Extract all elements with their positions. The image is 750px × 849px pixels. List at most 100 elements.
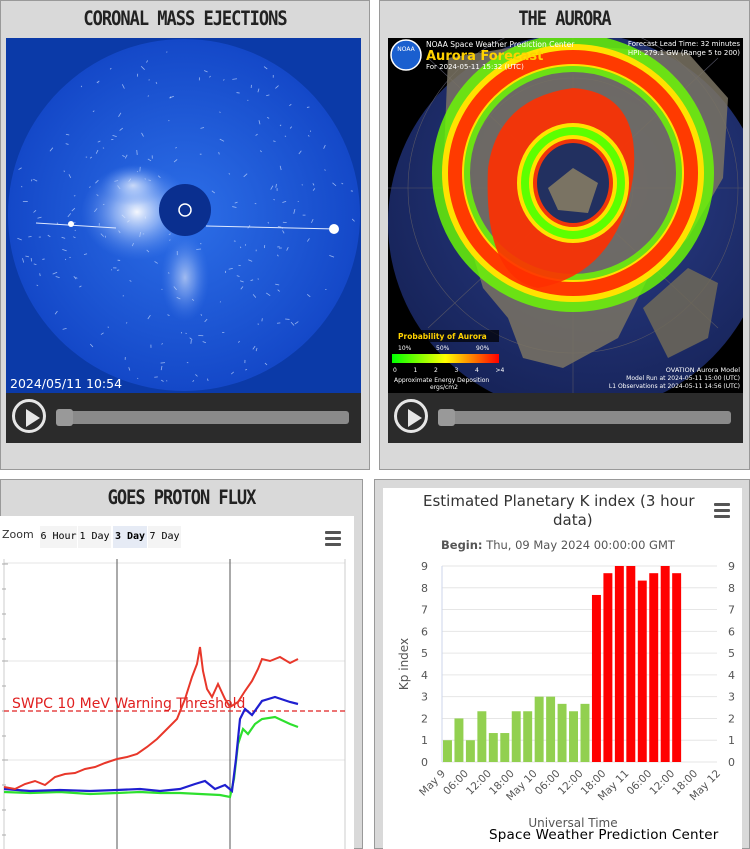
kp-xtick-label: 12:00 [464, 768, 494, 798]
cme-title: CORONAL MASS EJECTIONS [83, 7, 287, 31]
aurora-timeline-slider[interactable] [438, 409, 731, 426]
kp-ytick-left: 2 [421, 712, 428, 725]
kp-ytick-right: 5 [728, 647, 735, 660]
kp-ytick-right: 6 [728, 625, 735, 638]
legend-tick-label: >4 [496, 367, 505, 374]
kp-ytick-left: 7 [421, 604, 428, 617]
hpi-text: HPI: 279.1 GW (Range 5 to 200) [628, 49, 740, 57]
kp-bar [534, 696, 544, 762]
kp-bar [637, 580, 647, 762]
cme-play-icon[interactable] [12, 399, 46, 433]
noaa-logo [390, 39, 422, 71]
goes-plot: SWPC 10 MeV Warning Threshold [2, 559, 346, 849]
flux-red-line [3, 646, 299, 791]
kp-ytick-left: 4 [421, 669, 428, 682]
kp-bar [614, 566, 624, 762]
kp-ytick-left: 3 [421, 691, 428, 704]
kp-begin-value: Thu, 09 May 2024 00:00:00 GMT [486, 538, 675, 552]
zoom-7-day[interactable]: 7 Day [148, 526, 181, 548]
kp-bar [672, 573, 682, 762]
kp-title-line2: data) [553, 511, 593, 529]
cme-controls [6, 393, 361, 443]
aurora-play-icon[interactable] [394, 399, 428, 433]
kp-ytick-left: 6 [421, 625, 428, 638]
kp-xtick-label: 12:00 [647, 768, 677, 798]
aurora-panel: THE AURORA [379, 0, 750, 470]
kp-bar [603, 573, 613, 762]
kp-ytick-left: 1 [421, 734, 428, 747]
legend-title: Probability of Aurora [398, 332, 487, 341]
kp-xtick-label: 06:00 [441, 768, 471, 798]
legend-tick-label: 3 [455, 367, 459, 374]
kp-xtick-label: May 9 [417, 768, 448, 799]
legend-ticks: 0 1 2 3 4 >4 [393, 367, 505, 374]
kp-ytick-left: 8 [421, 582, 428, 595]
kp-menu-icon[interactable] [714, 503, 730, 521]
aurora-title: THE AURORA [518, 7, 611, 31]
noaa-logo-text: NOAA [397, 46, 415, 53]
cme-slider-thumb[interactable] [56, 409, 73, 426]
kp-ytick-right: 9 [728, 560, 735, 573]
kp-chart-container: Estimated Planetary K index (3 hour data… [383, 488, 742, 849]
goes-menu-icon[interactable] [325, 531, 341, 549]
agency-text: NOAA Space Weather Prediction Center [426, 40, 575, 49]
aurora-slider-thumb[interactable] [438, 409, 455, 426]
kp-ytick-left: 5 [421, 647, 428, 660]
kp-credit: Space Weather Prediction Center [489, 827, 719, 843]
energy-unit: ergs/cm2 [430, 384, 458, 391]
kp-begin-label: Begin: [441, 538, 483, 552]
kp-ytick-right: 2 [728, 712, 735, 725]
kp-bar [465, 740, 475, 762]
forecast-title: Aurora Forecast [426, 49, 543, 64]
kp-xlabel: Universal Time [528, 816, 617, 830]
energy-label: Approximate Energy Deposition [394, 377, 489, 384]
flux-blue-line [3, 695, 299, 794]
kp-ytick-right: 7 [728, 604, 735, 617]
kp-bar [546, 696, 556, 762]
kp-ytick-right: 0 [728, 756, 735, 769]
kp-bar [477, 711, 487, 762]
kp-bar [557, 703, 567, 762]
kp-bar [443, 740, 452, 762]
zoom-3-day[interactable]: 3 Day [113, 526, 147, 548]
cme-panel: CORONAL MASS EJECTIONS [0, 0, 370, 470]
kp-bar [591, 594, 601, 762]
model-name: OVATION Aurora Model [666, 366, 740, 374]
goes-title: GOES PROTON FLUX [107, 486, 257, 510]
kp-title-line1: Estimated Planetary K index (3 hour [423, 492, 695, 510]
flux-green-line [3, 715, 299, 799]
zoom-1-day[interactable]: 1 Day [78, 526, 111, 548]
model-run: Model Run at 2024-05-11 15:00 (UTC) [626, 375, 740, 382]
kp-bar [580, 703, 590, 762]
legend-tick-label: 1 [414, 367, 418, 374]
legend-tick-label: 2 [434, 367, 438, 374]
kp-xtick-label: 06:00 [624, 768, 654, 798]
kp-ytick-right: 3 [728, 691, 735, 704]
cme-timestamp: 2024/05/11 10:54 [10, 376, 123, 391]
kp-bar [523, 711, 533, 762]
kp-begin: Begin: Thu, 09 May 2024 00:00:00 GMT [441, 538, 675, 552]
kp-xtick-label: 06:00 [533, 768, 563, 798]
legend-colorbar [392, 354, 499, 363]
y-ticks [2, 563, 8, 836]
kp-ytick-right: 1 [728, 734, 735, 747]
cme-timeline-slider[interactable] [56, 409, 349, 426]
aurora-map: NOAA NOAA Space Weather Prediction Cente… [388, 38, 743, 393]
legend-tick-label: 0 [393, 367, 397, 374]
legend-tick-label: 4 [475, 367, 479, 374]
kp-ytick-right: 4 [728, 669, 735, 682]
lead-time: Forecast Lead Time: 32 minutes [628, 40, 740, 48]
kp-bar [649, 573, 659, 762]
zoom-6-hour[interactable]: 6 Hour [40, 526, 77, 548]
svg-text:10%: 10% [398, 345, 412, 352]
kp-ytick-right: 8 [728, 582, 735, 595]
threshold-label: SWPC 10 MeV Warning Threshold [12, 696, 245, 712]
aurora-controls [388, 393, 743, 443]
kp-bar [454, 718, 464, 762]
cme-viewer: 2024/05/11 10:54 [6, 38, 361, 443]
coronagraph-image [6, 38, 361, 393]
kp-bar [511, 711, 521, 762]
svg-text:90%: 90% [476, 345, 490, 352]
kp-ylabel: Kp index [397, 638, 411, 690]
